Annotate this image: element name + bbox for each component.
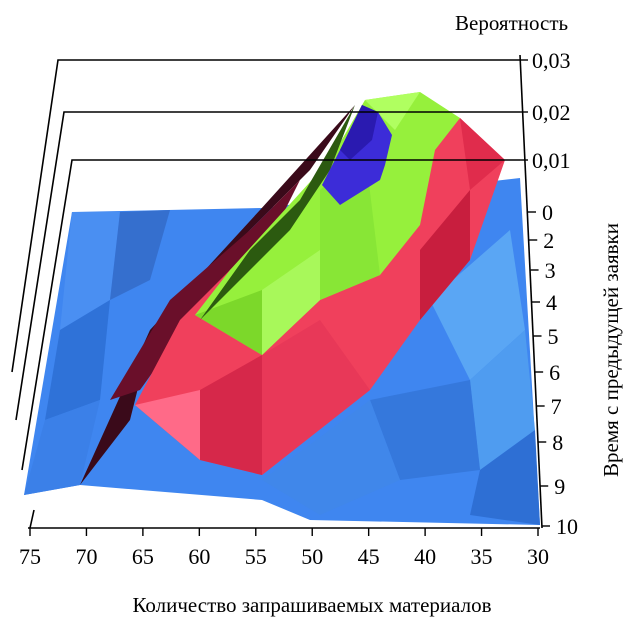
surface-peak [322,105,392,205]
y-tick-label: 7 [551,394,562,419]
x-tick-label: 75 [19,544,41,569]
surface-facet [430,230,525,380]
y-tick-label: 4 [546,290,557,315]
surface-facet [262,400,400,515]
surface-red-facet [460,118,505,190]
surface-red-facet [200,355,262,475]
surface-green-facet [365,92,420,130]
y-tick-label: 6 [549,360,560,385]
surface-shadow [110,180,300,400]
x-tick-label: 55 [245,544,267,569]
surface-green-facet [195,290,262,355]
surface-peak-facet [340,105,378,160]
x-tick-label: 35 [471,544,493,569]
x-tick-label: 40 [414,544,436,569]
surface-facet [60,212,120,330]
surface-red-facet [420,190,470,320]
surface-shadow [80,105,355,485]
x-axis-title: Количество запрашиваемых материалов [132,593,491,617]
surface-facet [45,300,110,420]
y-tick-label: 0 [542,200,553,225]
y-tick-label: 10 [556,514,578,539]
surface-facet [470,430,540,525]
axes [11,54,543,529]
y-tick-label: 5 [548,324,559,349]
surface-dark-green [200,105,355,320]
z-tick-label: 0,01 [532,148,571,173]
x-tick-label: 70 [75,544,97,569]
x-tick-label: 65 [132,544,154,569]
surface-green-facet [262,250,320,355]
surface-facet [470,330,535,470]
y-axis-title: Время с предыдущей заявки [599,223,623,477]
x-tick-label: 60 [188,544,210,569]
x-tick-label: 30 [527,544,549,569]
z-ticks: 0,03 0,02 0,01 [520,48,571,173]
surface-facet [110,210,170,300]
surface-red-facet [262,320,370,475]
y-tick-label: 8 [552,430,563,455]
z-axis-title: Вероятность [455,11,568,35]
surface-facet [24,400,100,495]
surface-facet [370,380,480,480]
x-tick-label: 45 [358,544,380,569]
z-tick-label: 0,03 [532,48,571,73]
z-tick-label: 0,02 [532,100,571,125]
x-tick-label: 50 [301,544,323,569]
y-tick-label: 9 [554,474,565,499]
y-tick-label: 3 [545,258,556,283]
y-tick-label: 2 [543,228,554,253]
y-ticks: 0 2 3 4 5 6 7 8 9 10 [528,200,578,539]
x-ticks: 75 70 65 60 55 50 45 40 35 30 [19,528,549,569]
surface-red-facet [135,390,200,460]
